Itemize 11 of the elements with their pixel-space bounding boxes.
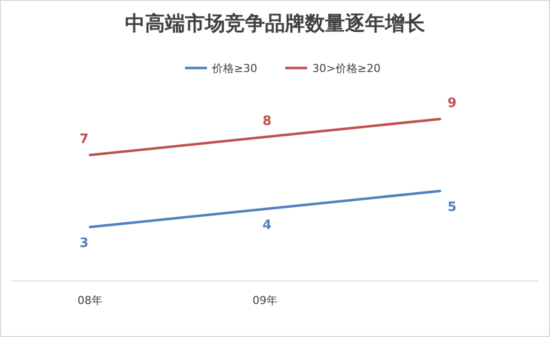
x-tick-label: 08年 <box>78 294 102 307</box>
data-label: 7 <box>79 132 89 147</box>
data-label: 5 <box>447 200 457 215</box>
x-tick-label: 09年 <box>252 294 278 307</box>
legend-label: 价格≥30 <box>211 62 258 75</box>
data-label: 3 <box>79 236 89 251</box>
data-label: 4 <box>262 218 272 233</box>
data-label: 9 <box>447 96 457 111</box>
data-label: 8 <box>262 114 272 129</box>
chart-title: 中高端市场竞争品牌数量逐年增长 <box>125 11 426 35</box>
legend-label: 30>价格≥20 <box>312 62 381 75</box>
